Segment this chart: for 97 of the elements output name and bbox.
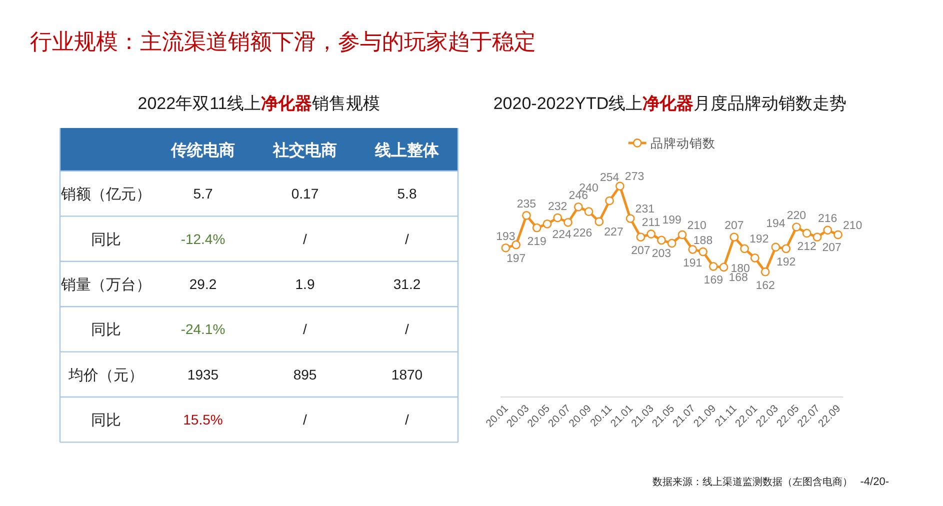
point [594,217,604,226]
data-label: 224 [552,228,572,241]
text: 895 [293,366,317,382]
text: 1935 [187,366,219,382]
category-label: 同比 [91,231,121,248]
point [605,196,614,206]
category-label: 同比 [91,412,121,430]
data-label: 231 [635,204,654,216]
point [553,213,562,222]
data-label: 191 [683,257,702,270]
point [646,230,656,238]
point [636,232,646,242]
data-label: 207 [724,220,744,232]
data-label: 169 [704,274,723,286]
point [812,232,822,242]
legend-label: 品牌动销数 [650,136,716,150]
text: / [303,412,307,428]
data-label: 210 [687,220,706,232]
data-label: 168 [728,272,748,284]
point [657,236,666,245]
point [522,211,531,220]
point [708,262,718,271]
data-label: 219 [527,236,546,248]
point [584,207,594,216]
text: 5.7 [193,186,213,202]
point [512,240,521,250]
point [750,253,760,262]
data-label: 254 [600,172,620,184]
text: / [405,321,409,338]
point [626,214,635,223]
point [501,243,510,252]
data-label: 273 [624,171,644,184]
data-label: 227 [604,226,624,239]
source-note: 数据来源：线上渠道监测数据（左图含电商） [652,476,852,488]
chart-title: 2020-2022YTD线上净化器月度品牌动销数走势 [493,94,847,113]
point [698,247,708,256]
data-label: 232 [548,200,568,213]
point [542,219,552,228]
point [678,230,687,240]
point [740,244,749,254]
point [615,182,624,191]
point [574,202,583,212]
data-label: 235 [516,198,536,210]
text: -12.4% [180,230,226,247]
point [760,267,770,276]
data-label: 162 [756,280,775,292]
data-label: 207 [822,242,842,254]
text: -24.1% [180,321,226,338]
text: 0.17 [291,186,319,202]
text: 31.2 [393,276,421,292]
data-label: 193 [496,230,516,243]
category-label: 同比 [91,322,121,339]
category-label: 社交电商 [272,140,337,160]
category-label: 销量（万台） [61,276,151,294]
data-label: 194 [766,218,786,230]
data-label: 216 [818,213,838,226]
data-label: 199 [662,214,682,226]
data-label: 203 [652,248,672,260]
text: 5.8 [397,186,417,202]
text: 1.9 [295,276,315,292]
text: / [405,230,409,247]
category-label: 传统电商 [170,142,235,160]
point [688,244,698,254]
point [771,242,780,252]
text: / [405,412,409,428]
legend: 品牌动销数 [628,136,716,150]
category-label: 均价（元） [68,366,144,384]
point [532,223,542,232]
point [719,262,728,272]
category-label: 销额（亿元） [61,186,151,204]
category-label: 线上整体 [374,142,440,160]
data-label: 211 [642,216,660,229]
text: 1870 [391,366,423,382]
point [792,222,801,232]
text: -4/20- [860,476,890,488]
point [802,228,812,238]
text: 行业规模：主流渠道销额下滑，参与的玩家趋于稳定 [30,29,536,54]
data-label: 192 [750,234,769,246]
point [667,238,676,248]
data-label: 212 [797,241,816,254]
data-label: 188 [693,234,713,247]
point [834,230,842,240]
text: 2022年双11线上净化器销售规模 [138,94,380,113]
data-label: 220 [786,210,806,222]
data-label: 207 [631,245,650,258]
text: 29.2 [189,276,217,292]
text: / [303,321,307,338]
point [823,226,832,235]
point [782,244,791,254]
text: 15.5% [183,412,223,428]
data-label: 210 [843,220,862,232]
text: / [303,230,307,247]
data-label: 197 [506,252,526,265]
data-label: 192 [776,256,796,269]
point [730,232,739,242]
point [564,218,572,227]
data-label: 226 [573,227,592,240]
